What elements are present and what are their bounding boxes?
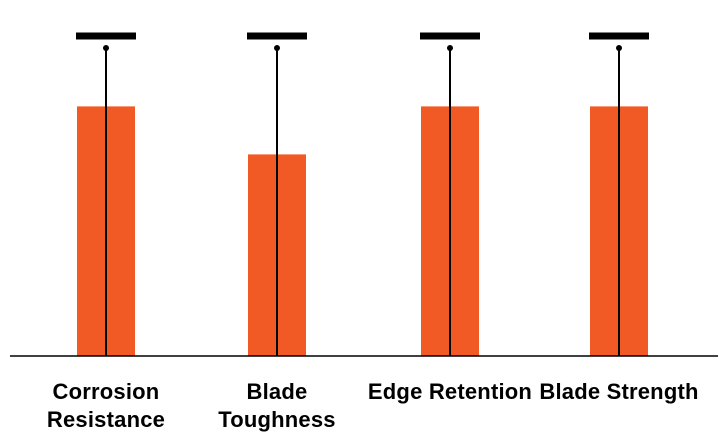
stem-dot <box>616 45 622 51</box>
stem-dot <box>103 45 109 51</box>
x-tick-label: Blade Toughness <box>218 379 336 432</box>
x-tick-label: Corrosion Resistance <box>46 379 166 432</box>
x-tick-label: Edge Retention <box>367 379 533 404</box>
stem-dot <box>274 45 280 51</box>
x-tick-label: Blade Strength <box>539 379 699 404</box>
stem-dot <box>447 45 453 51</box>
